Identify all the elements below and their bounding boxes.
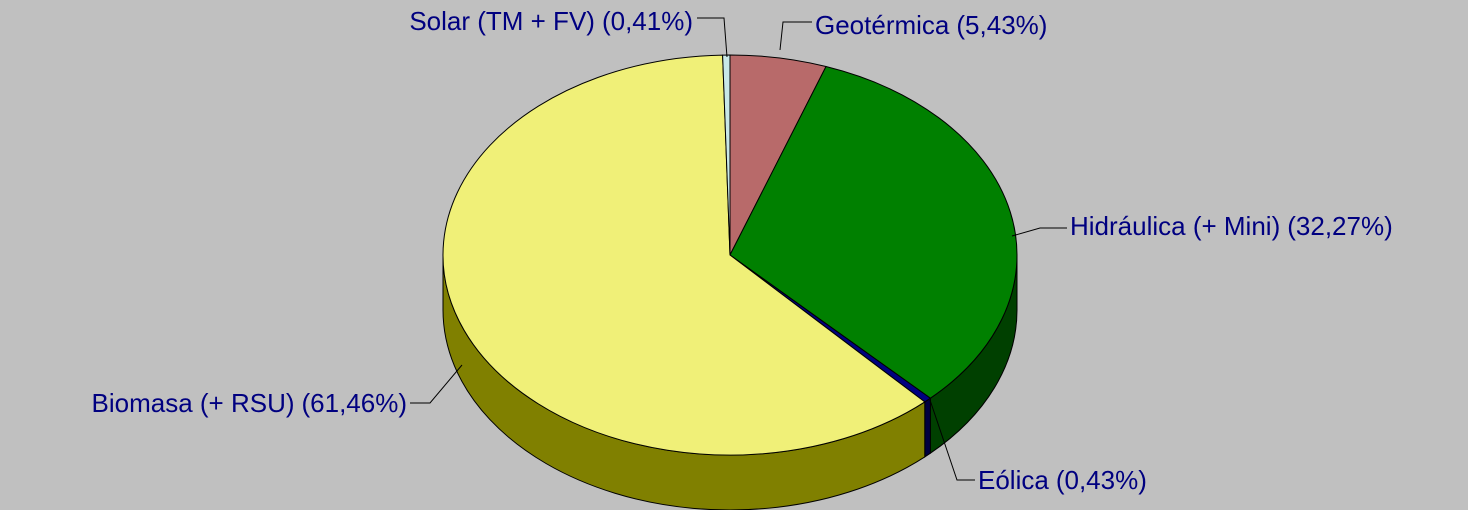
- category-label: Biomasa (+ RSU): [92, 388, 295, 418]
- leader-line: [779, 21, 812, 51]
- value-label: (61,46%): [302, 388, 408, 418]
- value-label: (5,43%): [956, 10, 1047, 40]
- data-label: Solar (TM + FV) (0,41%): [409, 6, 693, 36]
- data-label: Geotérmica (5,43%): [815, 10, 1047, 40]
- category-label: Hidráulica (+ Mini): [1070, 211, 1280, 241]
- leader-line: [410, 364, 463, 404]
- category-label: Solar (TM + FV): [409, 6, 595, 36]
- slice: [729, 65, 1018, 399]
- leader-line: [1011, 227, 1067, 237]
- data-label: Biomasa (+ RSU) (61,46%): [92, 388, 408, 418]
- leader-line: [697, 17, 728, 58]
- slice: [442, 54, 926, 456]
- value-label: (0,43%): [1056, 465, 1147, 495]
- value-label: (32,27%): [1287, 211, 1393, 241]
- data-label: Hidráulica (+ Mini) (32,27%): [1070, 211, 1393, 241]
- value-label: (0,41%): [602, 6, 693, 36]
- category-label: Geotérmica: [815, 10, 950, 40]
- data-label: Eólica (0,43%): [978, 465, 1147, 495]
- leader-line: [929, 399, 975, 481]
- category-label: Eólica: [978, 465, 1049, 495]
- slice-side: [924, 397, 931, 458]
- slice: [722, 54, 731, 256]
